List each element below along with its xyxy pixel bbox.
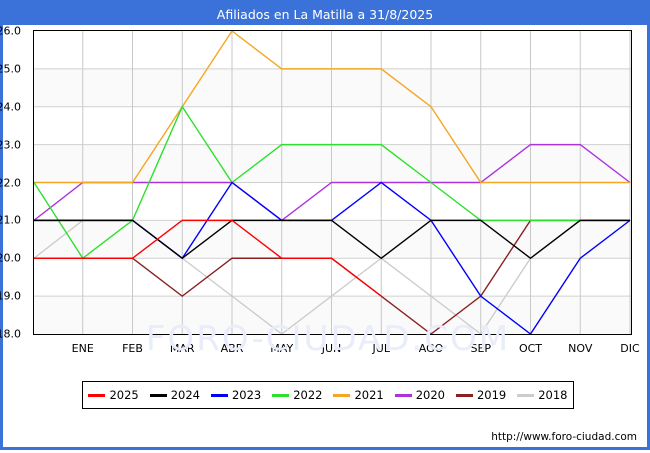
x-axis-tick-label-dic: DIC (620, 342, 640, 355)
legend-swatch-icon (333, 393, 351, 397)
y-axis-tick-label: 18.0 (0, 327, 21, 341)
legend-item-2021[interactable]: 2021 (333, 388, 384, 402)
legend-label: 2022 (293, 388, 323, 402)
legend-item-2023[interactable]: 2023 (210, 388, 262, 402)
chart-legend: 2025 2024 2023 2022 2021 2020 2019 2018 (82, 381, 574, 409)
series-line-2025 (34, 219, 382, 297)
y-axis-labels: 18.0 19.0 20.0 21.0 22.0 23.0 24.0 25.0 26.0 (0, 3, 650, 453)
legend-swatch-icon (88, 393, 106, 397)
window-title-bar: Afiliados en La Matilla a 31/8/2025 (3, 3, 647, 25)
legend-swatch-icon (455, 393, 473, 397)
alternating-bands (34, 68, 631, 334)
x-axis-tick-label-may: MAY (270, 342, 294, 355)
legend-label: 2020 (415, 388, 446, 402)
x-axis-tick-label-sep: SEP (470, 342, 492, 355)
legend-item-2020[interactable]: 2020 (394, 388, 446, 402)
legend-item-2018[interactable]: 2018 (517, 388, 568, 402)
y-axis-tick-label: 19.0 (0, 289, 21, 303)
x-axis-tick-label-feb: FEB (122, 342, 143, 355)
legend-label: 2019 (476, 388, 507, 402)
y-axis-tick-label: 20.0 (0, 251, 21, 265)
x-axis-tick-label-jun: JUN (321, 342, 342, 355)
x-axis-tick-label-abr: ABR (220, 342, 244, 355)
y-axis-tick-label: 25.0 (0, 62, 21, 76)
legend-swatch-icon (394, 393, 412, 397)
x-axis-tick-label-jul: JUL (372, 342, 390, 355)
legend-item-2019[interactable]: 2019 (455, 388, 507, 402)
legend-label: 2018 (538, 388, 568, 402)
y-axis-tick-label: 23.0 (0, 138, 21, 152)
data-series-group (34, 31, 631, 334)
series-line-2024 (34, 219, 630, 260)
chart-canvas (34, 31, 631, 334)
x-axis-tick-label-ene: ENE (71, 342, 94, 355)
legend-swatch-icon (517, 393, 535, 397)
x-axis-tick-label-oct: OCT (518, 342, 543, 355)
legend-swatch-icon (272, 393, 290, 397)
plot-area (33, 30, 632, 335)
x-axis-tick-label-mar: MAR (169, 342, 195, 355)
y-axis-tick-label: 22.0 (0, 176, 21, 189)
legend-label: 2023 (231, 388, 262, 402)
legend-label: 2021 (354, 388, 384, 402)
y-axis-tick-label: 21.0 (0, 213, 21, 227)
x-axis-tick-label-nov: NOV (568, 342, 593, 355)
x-axis-tick-label-ago: AGO (418, 342, 444, 355)
y-axis-tick-label: 26.0 (0, 24, 21, 38)
page-title: Afiliados en La Matilla a 31/8/2025 (216, 6, 434, 22)
legend-item-2025[interactable]: 2025 (88, 388, 139, 402)
series-line-2021 (34, 31, 630, 184)
legend-item-2024[interactable]: 2024 (149, 388, 201, 402)
y-axis-tick-label: 24.0 (0, 100, 21, 114)
legend-swatch-icon (210, 393, 228, 397)
legend-label: 2025 (109, 388, 139, 402)
legend-item-2022[interactable]: 2022 (272, 388, 323, 402)
legend-label: 2024 (170, 388, 201, 402)
footer-url: http://www.foro-ciudad.com (491, 431, 637, 443)
legend-swatch-icon (149, 393, 167, 397)
